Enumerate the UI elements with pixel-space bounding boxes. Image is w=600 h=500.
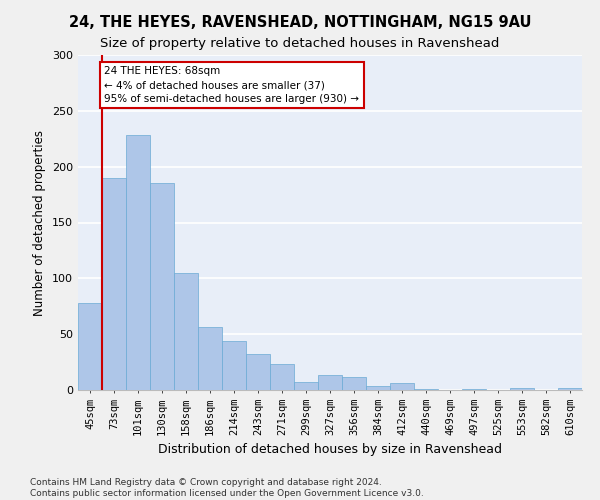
Bar	[222, 341, 246, 390]
Text: 24 THE HEYES: 68sqm
← 4% of detached houses are smaller (37)
95% of semi-detache: 24 THE HEYES: 68sqm ← 4% of detached hou…	[104, 66, 359, 104]
Bar	[414, 389, 438, 390]
Y-axis label: Number of detached properties: Number of detached properties	[34, 130, 46, 316]
Bar	[246, 354, 270, 390]
Bar	[390, 384, 414, 390]
Bar	[510, 388, 534, 390]
Bar	[342, 376, 366, 390]
Bar	[126, 136, 150, 390]
Bar	[366, 386, 390, 390]
Text: 24, THE HEYES, RAVENSHEAD, NOTTINGHAM, NG15 9AU: 24, THE HEYES, RAVENSHEAD, NOTTINGHAM, N…	[69, 15, 531, 30]
Text: Size of property relative to detached houses in Ravenshead: Size of property relative to detached ho…	[100, 38, 500, 51]
Text: Contains HM Land Registry data © Crown copyright and database right 2024.
Contai: Contains HM Land Registry data © Crown c…	[30, 478, 424, 498]
Bar	[78, 303, 102, 390]
Bar	[270, 364, 294, 390]
Bar	[150, 184, 174, 390]
Bar	[294, 382, 318, 390]
Bar	[102, 178, 126, 390]
Bar	[558, 388, 582, 390]
X-axis label: Distribution of detached houses by size in Ravenshead: Distribution of detached houses by size …	[158, 444, 502, 456]
Bar	[174, 273, 198, 390]
Bar	[318, 376, 342, 390]
Bar	[462, 389, 486, 390]
Bar	[198, 328, 222, 390]
